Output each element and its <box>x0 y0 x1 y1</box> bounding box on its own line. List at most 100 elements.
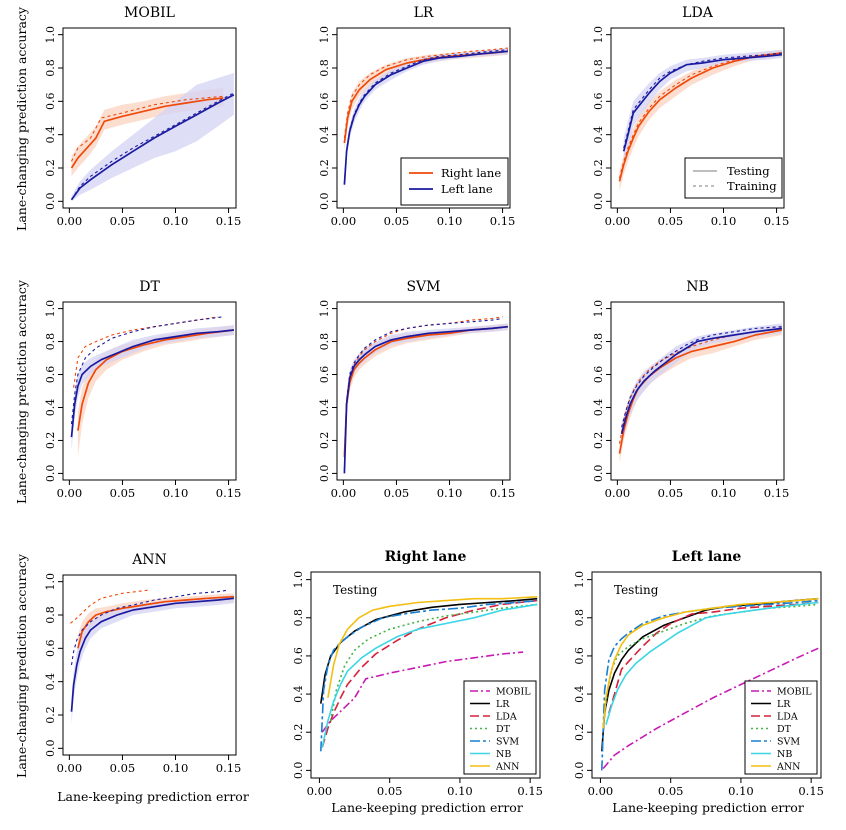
series-line-lda <box>321 599 538 748</box>
y-tick-label: 0.2 <box>44 432 57 450</box>
y-tick-label: 0.8 <box>592 333 605 351</box>
right-lane-band <box>77 325 234 457</box>
legend-label-dt: DT <box>496 724 511 735</box>
right-lane-testing-line <box>618 52 783 182</box>
plot-frame <box>336 27 511 209</box>
y-tick-label: 0.4 <box>44 399 57 417</box>
right-lane-training-line <box>73 316 219 388</box>
x-tick-label: 0.00 <box>57 761 83 775</box>
panel-title: ANN <box>131 552 167 568</box>
x-tick-label: 0.00 <box>588 784 614 798</box>
x-tick-label: 0.00 <box>605 214 631 228</box>
panel-title: DT <box>139 279 160 295</box>
y-tick-label: 0.4 <box>573 685 586 703</box>
x-tick-label: 0.05 <box>658 486 684 500</box>
legend-label-right: Right lane <box>441 166 501 180</box>
panel-title: NB <box>686 279 709 295</box>
y-tick-label: 0.2 <box>573 723 586 741</box>
panel-title: LDA <box>682 5 714 21</box>
left-lane-training-line <box>623 52 782 149</box>
legend-label-nb: NB <box>777 749 792 760</box>
series-line-ann <box>327 596 538 699</box>
series-line-lr <box>601 597 819 752</box>
x-tick-label: 0.05 <box>110 761 136 775</box>
panel9-x-axis-label: Lane-keeping prediction error <box>612 800 804 815</box>
series-line-nb <box>321 603 538 748</box>
y-tick-label: 0.8 <box>318 333 331 351</box>
left-lane-training-line <box>343 317 503 471</box>
panel-3: LDA 0.0 0.2 0.4 0.6 0.8 1.0 0.00 0.05 0.10 0.15 Tes… <box>592 5 789 228</box>
x-tick-label: 0.10 <box>163 214 189 228</box>
legend-label-ann: ANN <box>495 762 520 773</box>
y-tick-label: 0.0 <box>318 465 331 483</box>
panel-6: NB 0.0 0.2 0.4 0.6 0.8 1.0 0.00 0.05 0.10 0.15 <box>592 279 789 500</box>
panel-5: SVM 0.0 0.2 0.4 0.6 0.8 1.0 0.00 0.05 0.10 0.15 <box>318 279 515 500</box>
x-tick-label: 0.00 <box>57 486 83 500</box>
x-tick-label: 0.15 <box>798 784 824 798</box>
x-tick-label: 0.05 <box>377 784 403 798</box>
x-tick-label: 0.10 <box>711 486 737 500</box>
series-line-nb <box>605 601 819 725</box>
plot-area <box>618 323 783 464</box>
plot-area <box>618 49 783 192</box>
y-tick-label: 0.8 <box>318 59 331 77</box>
legend-label-ann: ANN <box>776 762 801 773</box>
x-tick-label: 0.10 <box>728 784 754 798</box>
y-tick-label: 0.0 <box>592 193 605 211</box>
x-tick-label: 0.00 <box>605 486 631 500</box>
series-line-ann <box>602 597 819 729</box>
series-line-lda <box>608 601 819 714</box>
plot-frame <box>62 301 237 481</box>
panel7-x-axis-label: Lane-keeping prediction error <box>57 789 249 804</box>
y-tick-label: 0.6 <box>44 366 57 384</box>
y-tick-label: 0.8 <box>573 609 586 627</box>
y-tick-label: 0.0 <box>44 740 57 758</box>
y-tick-label: 1.0 <box>292 571 305 589</box>
y-tick-label: 0.6 <box>573 647 586 665</box>
x-tick-label: 0.15 <box>764 486 790 500</box>
x-tick-label: 0.00 <box>331 486 357 500</box>
right-lane-training-line <box>70 589 150 624</box>
legend-label-mobil: MOBIL <box>496 687 531 698</box>
left-lane-band <box>71 325 234 451</box>
y-tick-label: 0.0 <box>44 465 57 483</box>
left-lane-testing-line <box>620 327 783 435</box>
right-lane-testing-line <box>618 329 783 454</box>
y-tick-label: 0.4 <box>318 399 331 417</box>
panel-4: DT 0.0 0.2 0.4 0.6 0.8 1.0 0.00 0.05 0.10 0.15 <box>44 279 241 500</box>
series-line-mobil <box>602 647 819 770</box>
plot-area <box>70 589 234 725</box>
left-lane-band <box>344 323 508 474</box>
left-lane-testing-line <box>343 325 508 474</box>
y-tick-label: 0.0 <box>44 193 57 211</box>
y-tick-label: 0.6 <box>44 640 57 658</box>
x-tick-label: 0.10 <box>163 761 189 775</box>
y-tick-label: 0.2 <box>318 159 331 177</box>
right-lane-testing-line <box>343 50 508 144</box>
panel-title: MOBIL <box>124 5 175 21</box>
x-tick-label: 0.05 <box>658 784 684 798</box>
panel8-x-axis-label: Lane-keeping prediction error <box>331 800 523 815</box>
plot-area <box>320 596 538 752</box>
x-tick-label: 0.15 <box>216 486 242 500</box>
y-tick-label: 0.6 <box>292 647 305 665</box>
y-tick-label: 0.4 <box>318 126 331 144</box>
legend-label-training: Training <box>727 179 777 193</box>
x-tick-label: 0.15 <box>216 214 242 228</box>
x-tick-label: 0.00 <box>331 214 357 228</box>
y-tick-label: 0.2 <box>592 159 605 177</box>
x-tick-label: 0.00 <box>307 784 333 798</box>
left-lane-testing-line <box>70 597 234 712</box>
panel-title: SVM <box>406 279 440 295</box>
x-tick-label: 0.05 <box>110 214 136 228</box>
panel-8: Right lane 0.0 0.2 0.4 0.6 0.8 1.0 0.00 0.05 0.10… <box>292 549 543 798</box>
lane-legend: Right lane Left lane <box>400 157 509 206</box>
y-tick-label: 1.0 <box>318 26 331 44</box>
y-tick-label: 1.0 <box>592 26 605 44</box>
legend-label-dt: DT <box>777 724 792 735</box>
left-lane-testing-line <box>70 329 234 438</box>
